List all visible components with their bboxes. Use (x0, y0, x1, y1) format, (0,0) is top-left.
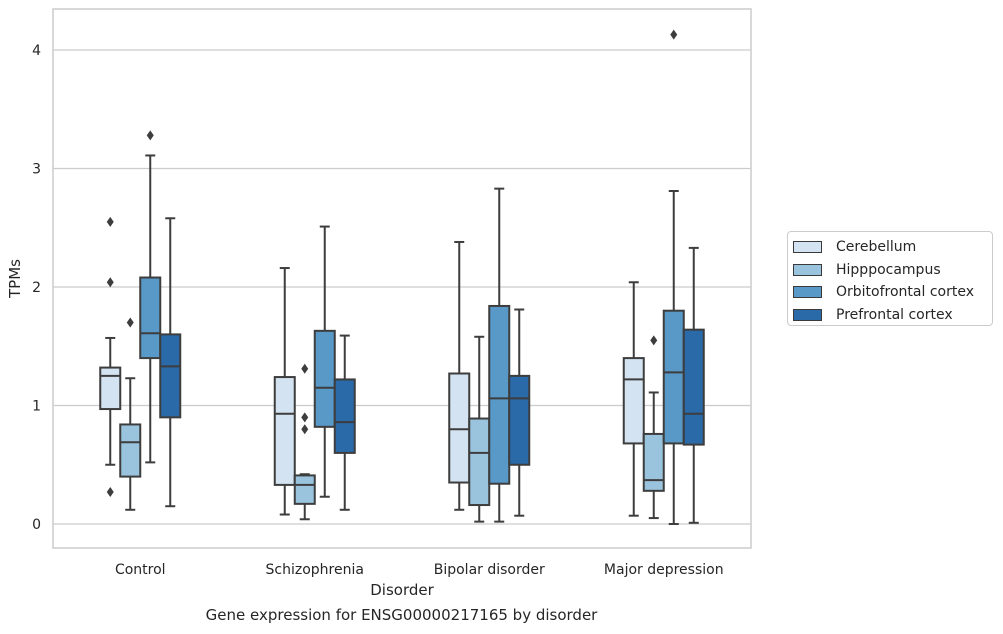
box-prefrontal-cortex-control (159, 217, 182, 508)
box-prefrontal-cortex-schizophrenia (333, 334, 356, 511)
legend-item: Orbitofrontal cortex (792, 281, 992, 304)
box-cerebellum-schizophrenia (273, 267, 296, 516)
box-iqr (468, 417, 491, 507)
outlier-point (106, 277, 114, 288)
box-iqr (273, 376, 296, 486)
outlier-point (301, 363, 309, 374)
box-hipppocampus-schizophrenia (293, 363, 316, 521)
axis-labels: 0 1 2 3 4 Control Schizophrenia Bipolar disorde… (6, 43, 724, 599)
box-hipppocampus-bipolar-disorder (468, 335, 491, 523)
outlier-point (106, 487, 114, 498)
legend-label: Orbitofrontal cortex (836, 284, 974, 301)
box-cerebellum-bipolar-disorder (448, 240, 471, 511)
outlier-point (146, 130, 154, 141)
y-tick-label: 3 (32, 162, 41, 178)
outlier-point (301, 412, 309, 423)
box-iqr (99, 366, 122, 411)
y-tick-label: 2 (32, 280, 41, 296)
box-iqr (333, 378, 356, 454)
legend: Cerebellum Hipppocampus Orbitofrontal co… (787, 231, 993, 326)
chart-caption: Gene expression for ENSG00000217165 by d… (205, 606, 598, 624)
box-cerebellum-control (99, 216, 122, 498)
legend-swatch (793, 308, 822, 321)
box-iqr (448, 372, 471, 484)
outlier-point (650, 335, 658, 346)
box-hipppocampus-major-depression (642, 335, 665, 520)
outlier-point (301, 424, 309, 435)
box-hipppocampus-control (119, 317, 142, 511)
legend-item: Cerebellum (792, 236, 992, 259)
box-iqr (313, 329, 336, 428)
outlier-point (670, 29, 678, 40)
box-iqr (139, 276, 162, 360)
x-tick-label: Major depression (604, 562, 724, 578)
outlier-point (126, 317, 134, 328)
legend-item: Prefrontal cortex (792, 304, 992, 327)
y-axis-title: TPMs (6, 259, 24, 299)
legend-swatch (793, 241, 822, 254)
box-iqr (488, 304, 511, 485)
box-iqr (119, 423, 142, 478)
x-tick-label: Bipolar disorder (434, 562, 545, 578)
box-orbitofrontal-cortex-major-depression (662, 29, 685, 525)
y-tick-label: 0 (32, 517, 41, 533)
box-orbitofrontal-cortex-bipolar-disorder (488, 187, 511, 523)
legend-label: Hipppocampus (836, 261, 941, 278)
box-cerebellum-major-depression (622, 281, 645, 517)
box-iqr (293, 474, 316, 505)
x-tick-label: Control (115, 562, 166, 578)
legend-label: Prefrontal cortex (836, 306, 953, 323)
legend-item: Hipppocampus (792, 259, 992, 282)
axes (52, 8, 752, 549)
legend-swatch (793, 286, 822, 299)
box-iqr (159, 333, 182, 419)
y-tick-label: 1 (32, 399, 41, 415)
box-orbitofrontal-cortex-schizophrenia (313, 225, 336, 498)
legend-label: Cerebellum (836, 239, 917, 256)
y-tick-label: 4 (32, 43, 41, 59)
x-tick-label: Schizophrenia (266, 562, 364, 578)
outlier-point (106, 216, 114, 227)
legend-swatch (793, 263, 822, 276)
box-prefrontal-cortex-major-depression (682, 246, 705, 524)
box-iqr (622, 357, 645, 445)
box-orbitofrontal-cortex-control (139, 130, 162, 464)
box-iqr (682, 328, 705, 446)
x-axis-title: Disorder (370, 581, 434, 599)
box-plot-series (99, 29, 705, 525)
box-iqr (642, 432, 665, 492)
box-iqr (508, 374, 531, 466)
plot-frame (52, 8, 752, 549)
box-iqr (662, 309, 685, 445)
box-prefrontal-cortex-bipolar-disorder (508, 308, 531, 517)
